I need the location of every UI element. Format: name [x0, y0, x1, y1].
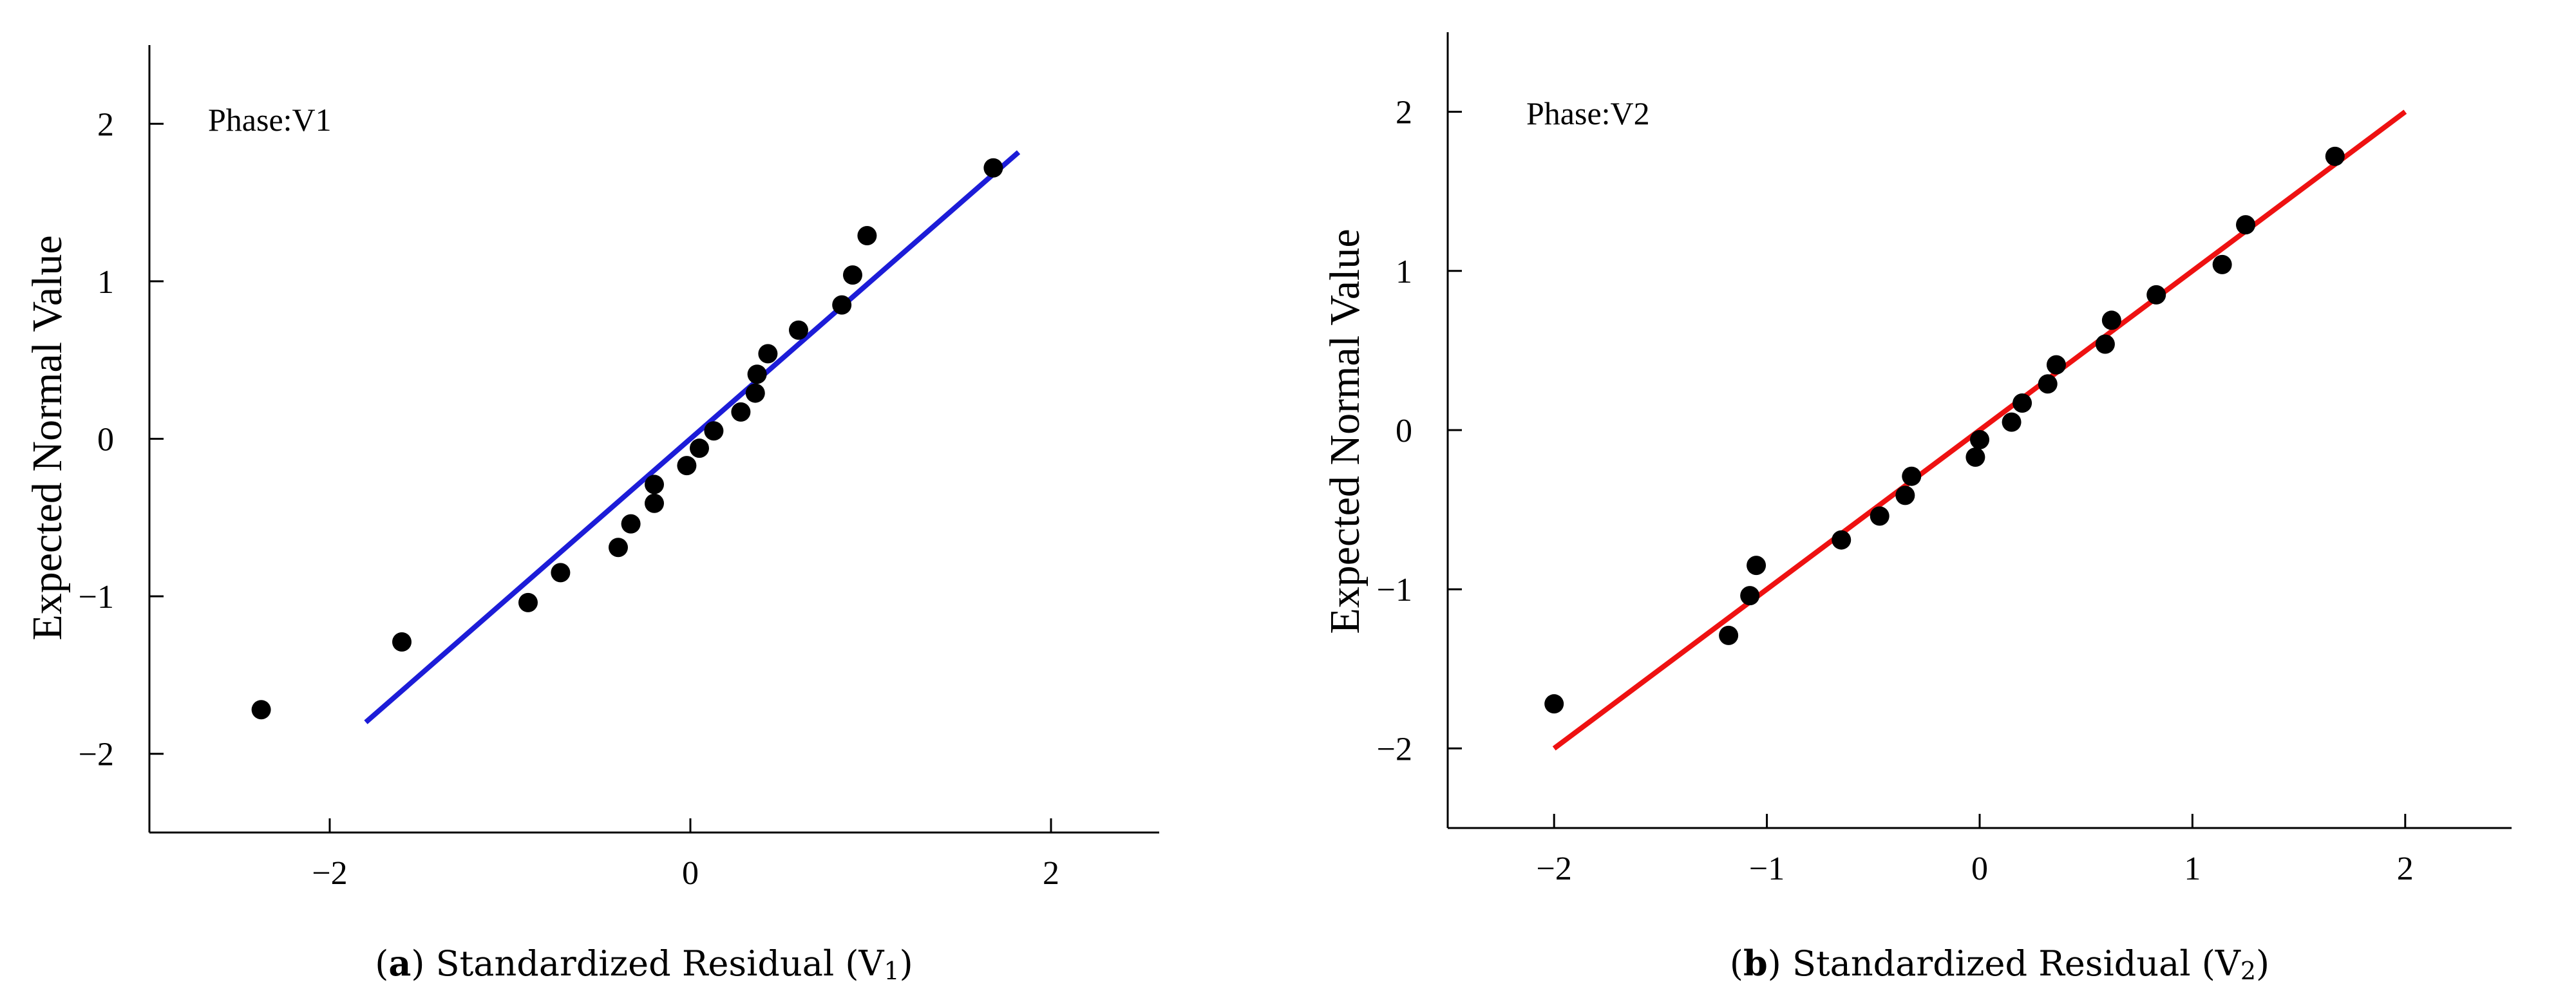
panel-b-data-point — [1740, 586, 1760, 606]
panel-b-y-axis-label: Expected Normal Value — [1321, 229, 1368, 634]
panel-b-y-tick-label: 2 — [1396, 95, 1412, 131]
panel-b-x-tick-label: 0 — [1971, 851, 1988, 887]
panel-a-data-point — [690, 438, 709, 458]
panel-a-fit-line — [364, 150, 1021, 724]
panel-b-data-point — [1832, 530, 1852, 550]
panel-a-y-tick-label: −2 — [79, 737, 114, 773]
panel-a-data-point — [609, 538, 628, 558]
panel-a-phase-annotation: Phase:V1 — [208, 102, 332, 138]
panel-a-x-tick-label: 2 — [1043, 855, 1059, 892]
panel-b-x-ticks: −2 −1 0 1 2 — [1537, 814, 2414, 887]
panel-a-y-tick-label: 1 — [97, 264, 114, 301]
panel-b-data-point — [2012, 393, 2032, 413]
panel-b-data-point — [2146, 285, 2166, 305]
panel-b-data-point — [2325, 146, 2345, 166]
panel-a-caption-subscript: 1 — [884, 957, 899, 985]
panel-b-x-tick-label: 1 — [2184, 851, 2201, 887]
panel-b-data-point — [2046, 355, 2066, 375]
panel-a-points — [251, 158, 1003, 720]
panel-a-data-point — [983, 158, 1003, 178]
panel-b-data-point — [2002, 412, 2022, 432]
panel-a-data-point — [677, 456, 697, 476]
panel-a-caption: (a) Standardized Residual (V1) — [375, 943, 913, 985]
panel-b-data-point — [1747, 556, 1766, 576]
panel-b-data-point — [1544, 694, 1564, 714]
panel-a: −2 −1 0 1 2 −2 0 2 Expected Normal Value Phase… — [24, 45, 1159, 985]
panel-b-phase-annotation: Phase:V2 — [1526, 95, 1650, 131]
panel-a-data-point — [747, 364, 767, 384]
panel-a-caption-letter: a — [388, 943, 411, 984]
panel-a-data-point — [645, 493, 664, 513]
panel-b-caption: (b) Standardized Residual (V2) — [1730, 943, 2269, 985]
panel-a-data-point — [645, 475, 664, 494]
panel-b-caption-text: Standardized Residual (V — [1792, 943, 2241, 984]
panel-b-data-point — [1719, 625, 1739, 645]
panel-b-y-tick-label: −1 — [1377, 572, 1412, 608]
panel-a-caption-text: Standardized Residual (V — [436, 943, 885, 984]
panel-b-data-point — [2038, 374, 2058, 394]
panel-b-y-tick-label: −2 — [1377, 731, 1412, 767]
panel-a-data-point — [832, 295, 852, 315]
panel-b-data-point — [1870, 506, 1889, 526]
panel-a-y-ticks: −2 −1 0 1 2 — [79, 106, 164, 773]
panel-b: −2 −1 0 1 2 −2 −1 0 1 2 Expected Normal Value Ph… — [1321, 32, 2512, 985]
panel-b-data-point — [2095, 334, 2115, 354]
panel-b-x-tick-label: −1 — [1749, 851, 1785, 887]
panel-a-x-ticks: −2 0 2 — [312, 818, 1059, 892]
panel-b-caption-subscript: 2 — [2240, 957, 2256, 985]
panel-a-y-tick-label: 0 — [97, 422, 114, 458]
panel-a-data-point — [857, 225, 877, 245]
panel-b-data-point — [1895, 485, 1915, 505]
panel-a-y-tick-label: 2 — [97, 106, 114, 143]
panel-b-caption-letter: b — [1743, 943, 1768, 984]
panel-b-data-point — [2212, 254, 2232, 274]
panel-a-x-tick-label: 0 — [682, 855, 699, 892]
panel-b-data-point — [1965, 447, 1985, 467]
panel-a-y-tick-label: −1 — [79, 579, 114, 616]
panel-a-data-point — [704, 421, 724, 441]
panel-a-data-point — [251, 700, 271, 720]
panel-b-data-point — [2101, 310, 2121, 330]
panel-b-x-tick-label: −2 — [1537, 851, 1572, 887]
panel-a-y-axis-label: Expected Normal Value — [24, 235, 71, 640]
panel-a-data-point — [551, 563, 571, 583]
panel-b-data-point — [1902, 466, 1922, 486]
panel-a-x-tick-label: −2 — [312, 855, 347, 892]
panel-b-data-point — [1970, 429, 1989, 449]
panel-a-data-point — [789, 320, 808, 340]
panel-b-y-tick-label: 0 — [1396, 413, 1412, 449]
panel-a-data-point — [392, 632, 412, 652]
panel-a-data-point — [731, 402, 751, 422]
panel-a-data-point — [745, 383, 765, 403]
panel-b-x-tick-label: 2 — [2397, 851, 2414, 887]
panel-b-data-point — [2236, 215, 2255, 235]
panel-a-data-point — [518, 592, 538, 612]
panel-b-points — [1544, 146, 2345, 714]
panel-a-data-point — [843, 265, 862, 285]
panel-a-data-point — [758, 344, 778, 364]
panel-b-y-tick-label: 1 — [1396, 254, 1412, 290]
panel-b-y-ticks: −2 −1 0 1 2 — [1377, 95, 1462, 767]
panel-a-data-point — [621, 514, 641, 534]
